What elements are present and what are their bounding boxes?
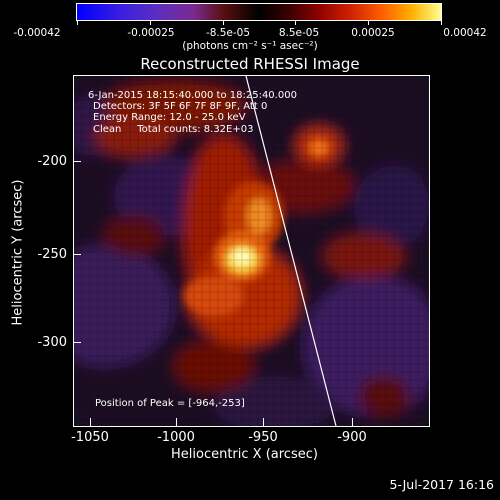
colorbar-label: -0.00042: [13, 27, 61, 39]
image-plot: [73, 75, 430, 427]
colorbar-label: 0.00025: [351, 27, 395, 39]
y-axis-title: Heliocentric Y (arcsec): [10, 179, 26, 326]
y-tick: [73, 161, 81, 162]
y-tick-label: -250: [37, 247, 67, 262]
colorbar-label: 0.00042: [443, 27, 487, 39]
peak-position-text: Position of Peak = [-964,-253]: [95, 398, 245, 409]
image-title: Reconstructed RHESSI Image: [140, 55, 360, 73]
x-tick-label: -900: [337, 430, 367, 445]
x-tick: [263, 418, 264, 426]
x-tick: [90, 418, 91, 426]
x-axis-title: Heliocentric X (arcsec): [171, 447, 318, 462]
time-range-text: 6-Jan-2015 18:15:40.000 to 18:25:40.000: [88, 90, 297, 101]
colorbar: [76, 3, 442, 25]
colorbar-label: -8.5e-05: [205, 27, 251, 39]
x-tick-label: -950: [248, 430, 278, 445]
y-tick: [73, 342, 81, 343]
energy-range-text: Energy Range: 12.0 - 25.0 keV: [93, 112, 246, 123]
colorbar-label: 8.5e-05: [278, 27, 320, 39]
y-tick-label: -300: [37, 335, 67, 350]
solar-limb-line: [245, 76, 337, 426]
clean-counts-text: Clean Total counts: 8.32E+03: [93, 124, 254, 135]
x-tick: [176, 418, 177, 426]
x-tick-label: -1000: [157, 430, 195, 445]
y-tick-label: -200: [37, 154, 67, 169]
colorbar-label: -0.00025: [127, 27, 175, 39]
rhessi-image: [74, 76, 429, 426]
detectors-text: Detectors: 3F 5F 6F 7F 8F 9F, Att 0: [93, 101, 268, 112]
x-tick: [352, 418, 353, 426]
x-tick-label: -1050: [71, 430, 109, 445]
y-tick: [73, 254, 81, 255]
colorbar-unit: (photons cm⁻² s⁻¹ asec⁻²): [182, 40, 318, 52]
footer-timestamp: 5-Jul-2017 16:16: [389, 477, 494, 492]
